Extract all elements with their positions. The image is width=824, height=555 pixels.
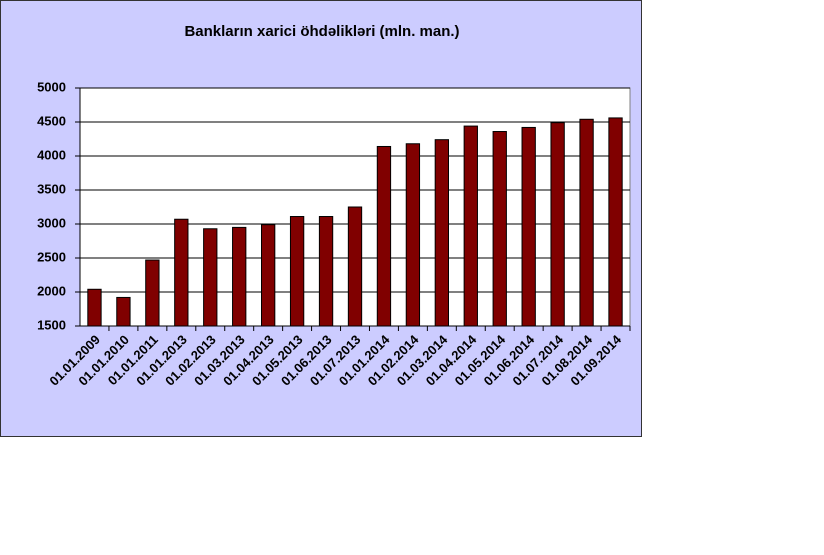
bar: [405, 143, 421, 327]
bar: [521, 126, 536, 327]
y-tick-label: 2500: [37, 249, 66, 264]
y-tick-label: 1500: [37, 317, 66, 332]
y-tick-label: 4500: [37, 113, 66, 128]
y-tick-label: 2000: [37, 283, 66, 298]
bar: [434, 139, 449, 327]
chart-title: Bankların xarici öhdəlikləri (mln. man.): [184, 23, 459, 40]
bar: [116, 296, 131, 327]
bar: [145, 259, 160, 327]
bar: [463, 125, 478, 327]
bar: [579, 118, 594, 327]
bar: [87, 288, 102, 327]
y-tick-label: 3000: [37, 215, 66, 230]
bar: [550, 122, 565, 327]
bar: [232, 226, 247, 327]
bar: [376, 145, 392, 327]
bar: [203, 228, 218, 327]
bar: [261, 224, 276, 327]
y-tick-label: 3500: [37, 181, 66, 196]
bar: [347, 206, 363, 327]
y-tick-label: 4000: [37, 147, 66, 162]
y-tick-label: 5000: [37, 79, 66, 94]
bar: [318, 216, 334, 327]
bar: [174, 218, 189, 327]
bar: [608, 117, 623, 327]
bar: [289, 216, 305, 327]
bar: [492, 131, 507, 327]
